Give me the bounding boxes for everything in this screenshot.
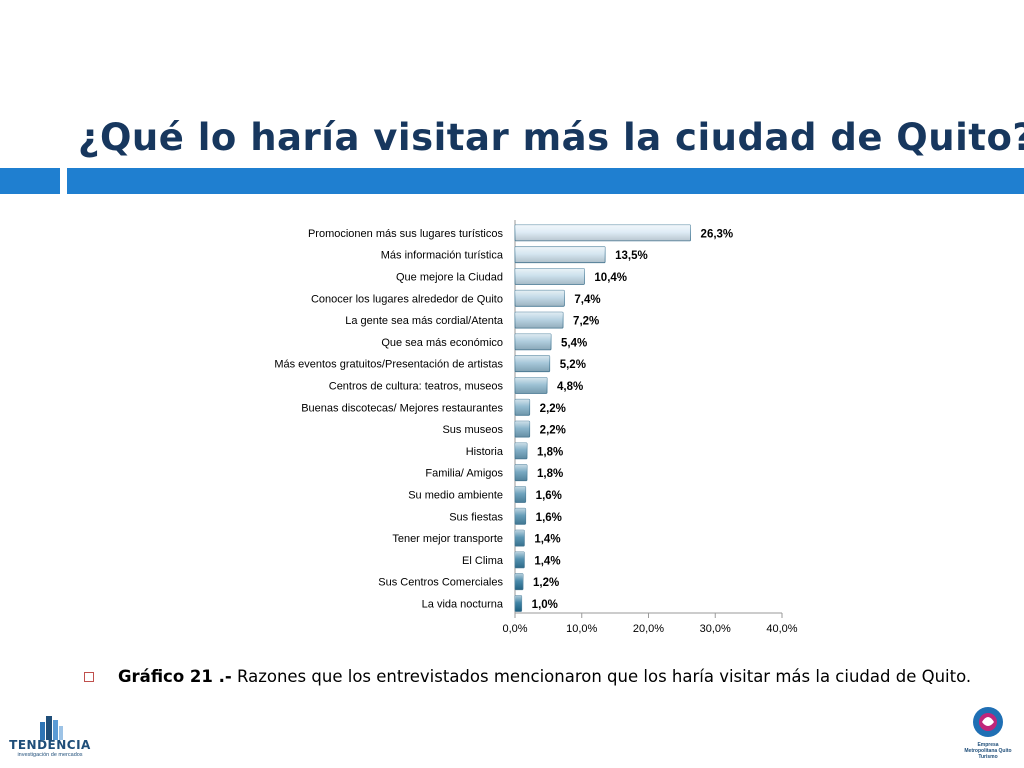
quito-turismo-emblem-icon	[973, 707, 1003, 737]
bar-highlight	[515, 312, 564, 329]
data-label: 1,2%	[533, 577, 559, 589]
category-label: El Clima	[462, 555, 504, 567]
bar-highlight	[515, 290, 565, 307]
bar-highlight	[515, 595, 522, 612]
category-label: La gente sea más cordial/Atenta	[345, 315, 504, 327]
bar-highlight	[515, 442, 528, 459]
category-label: Que sea más económico	[381, 337, 503, 349]
bar-highlight	[515, 508, 526, 525]
data-label: 4,8%	[557, 381, 583, 393]
category-label: Sus fiestas	[449, 511, 503, 523]
data-label: 1,6%	[536, 512, 562, 524]
data-label: 26,3%	[701, 228, 734, 240]
logo-left-name: TENDENCIA	[9, 738, 91, 752]
bullet-icon	[84, 672, 94, 682]
data-label: 1,4%	[534, 534, 560, 546]
bar-highlight	[515, 224, 691, 241]
x-tick-label: 0,0%	[502, 623, 527, 635]
category-label: Promocionen más sus lugares turísticos	[308, 228, 504, 240]
data-label: 1,8%	[537, 446, 563, 458]
bar-highlight	[515, 573, 524, 590]
logo-right-text: Empresa Metropolitana Quito Turismo	[964, 742, 1012, 760]
category-label: La vida nocturna	[422, 599, 504, 611]
data-label: 5,2%	[560, 359, 586, 371]
bar-chart: 0,0% 10,0% 20,0% 30,0% 40,0% Promocionen más …	[274, 220, 798, 635]
category-label: Sus Centros Comerciales	[378, 577, 503, 589]
data-label: 13,5%	[615, 250, 648, 262]
bar-highlight	[515, 333, 552, 350]
category-label: Su medio ambiente	[408, 490, 503, 502]
data-label: 1,4%	[534, 555, 560, 567]
caption: Gráfico 21 .- Razones que los entrevista…	[84, 664, 974, 690]
x-tick-label: 40,0%	[766, 623, 797, 635]
category-label: Buenas discotecas/ Mejores restaurantes	[301, 402, 503, 414]
x-tick-label: 10,0%	[566, 623, 597, 635]
category-label: Historia	[466, 446, 504, 458]
x-tick-label: 20,0%	[633, 623, 664, 635]
bar-highlight	[515, 246, 606, 263]
bar-highlight	[515, 355, 550, 372]
data-label: 2,2%	[540, 425, 566, 437]
data-label: 10,4%	[594, 272, 627, 284]
bar-highlight	[515, 464, 528, 481]
bar-highlight	[515, 551, 525, 568]
category-label: Familia/ Amigos	[425, 468, 503, 480]
bar-highlight	[515, 377, 548, 394]
data-label: 1,6%	[536, 490, 562, 502]
data-label: 7,4%	[574, 294, 600, 306]
category-label: Conocer los lugares alrededor de Quito	[311, 293, 503, 305]
category-label: Sus museos	[442, 424, 503, 436]
bar-highlight	[515, 399, 530, 416]
building-icon	[40, 716, 63, 740]
logo-left-sub: investigación de mercados	[17, 752, 83, 758]
data-label: 1,0%	[532, 599, 558, 611]
data-label: 2,2%	[540, 403, 566, 415]
category-label: Centros de cultura: teatros, museos	[329, 381, 504, 393]
x-tick-label: 30,0%	[700, 623, 731, 635]
data-label: 5,4%	[561, 337, 587, 349]
caption-label: Gráfico 21 .-	[118, 667, 232, 686]
data-label: 1,8%	[537, 468, 563, 480]
tendencia-logo: TENDENCIA investigación de mercados	[4, 714, 96, 762]
caption-text-block: Gráfico 21 .- Razones que los entrevista…	[118, 664, 974, 690]
data-label: 7,2%	[573, 316, 599, 328]
quito-turismo-logo: Empresa Metropolitana Quito Turismo	[964, 704, 1012, 764]
title-accent-bar-right	[67, 168, 1024, 194]
category-label: Más eventos gratuitos/Presentación de ar…	[274, 359, 503, 371]
category-label: Más información turística	[381, 250, 504, 262]
bar-highlight	[515, 268, 585, 285]
category-label: Tener mejor transporte	[392, 533, 503, 545]
bar-highlight	[515, 421, 530, 438]
title-accent-bar-left	[0, 168, 60, 194]
bar-highlight	[515, 530, 525, 547]
slide-title: ¿Qué lo haría visitar más la ciudad de Q…	[78, 116, 1024, 159]
category-label: Que mejore la Ciudad	[396, 272, 503, 284]
bar-highlight	[515, 486, 526, 503]
caption-text: Razones que los entrevistados mencionaro…	[236, 667, 972, 686]
